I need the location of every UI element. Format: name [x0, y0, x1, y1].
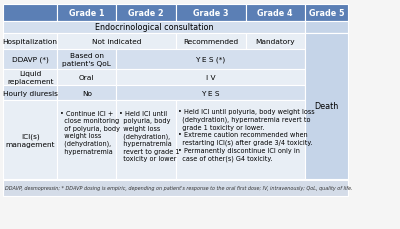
Bar [116, 50, 305, 70]
Text: Grade 1: Grade 1 [69, 9, 104, 18]
Text: Hospitalization: Hospitalization [3, 39, 58, 45]
Text: ICI(s)
management: ICI(s) management [6, 133, 55, 147]
Bar [305, 22, 348, 34]
Bar [116, 85, 305, 101]
Bar [176, 5, 246, 22]
Bar [57, 101, 116, 179]
Bar [305, 34, 348, 179]
Text: DDAVP (*): DDAVP (*) [12, 57, 49, 63]
Text: DDAVP, desmopressin; * DDAVP dosing is empiric, depending on patient's response : DDAVP, desmopressin; * DDAVP dosing is e… [5, 185, 353, 191]
Bar [3, 101, 57, 179]
Text: Liquid
replacement: Liquid replacement [7, 71, 54, 84]
Text: Grade 4: Grade 4 [258, 9, 293, 18]
Bar [246, 5, 305, 22]
Bar [57, 50, 116, 70]
Bar [305, 34, 348, 50]
Text: • Continue ICI +
  close monitoring
  of polyuria, body
  weight loss
  (dehydra: • Continue ICI + close monitoring of pol… [60, 110, 120, 154]
Text: • Held ICI until
  polyuria, body
  weight loss
  (dehydration),
  hypernatremia: • Held ICI until polyuria, body weight l… [119, 110, 179, 161]
Bar [246, 34, 305, 50]
Bar [3, 22, 305, 34]
Text: Grade 2: Grade 2 [128, 9, 164, 18]
Bar [57, 5, 116, 22]
Text: Recommended: Recommended [183, 39, 238, 45]
Bar [116, 70, 305, 85]
Text: Based on
patient's QoL: Based on patient's QoL [62, 53, 111, 66]
Text: Grade 5: Grade 5 [309, 9, 344, 18]
Text: Endocrinological consultation: Endocrinological consultation [95, 23, 213, 32]
Bar [57, 70, 116, 85]
Bar [3, 50, 57, 70]
Bar [116, 5, 176, 22]
Bar [305, 50, 348, 70]
Bar [305, 85, 348, 101]
Text: Grade 3: Grade 3 [193, 9, 228, 18]
Text: Not indicated: Not indicated [92, 39, 141, 45]
Bar [57, 34, 176, 50]
Bar [305, 70, 348, 85]
Bar [3, 34, 57, 50]
Text: Oral: Oral [79, 75, 94, 81]
Text: No: No [82, 90, 92, 96]
Bar [3, 180, 348, 196]
Bar [176, 101, 305, 179]
Text: Y E S (*): Y E S (*) [196, 57, 226, 63]
Bar [3, 70, 57, 85]
Bar [305, 5, 348, 22]
Text: • Held ICI until polyuria, body weight loss
  (dehydration), hypernatremia rever: • Held ICI until polyuria, body weight l… [178, 109, 315, 161]
Bar [176, 34, 246, 50]
Text: Death: Death [314, 102, 338, 111]
Text: I V: I V [206, 75, 215, 81]
Bar [3, 5, 57, 22]
Bar [57, 85, 116, 101]
Text: Y E S: Y E S [201, 90, 220, 96]
Text: Mandatory: Mandatory [255, 39, 295, 45]
Bar [3, 85, 57, 101]
Bar [116, 101, 176, 179]
Text: Hourly diuresis: Hourly diuresis [3, 90, 58, 96]
